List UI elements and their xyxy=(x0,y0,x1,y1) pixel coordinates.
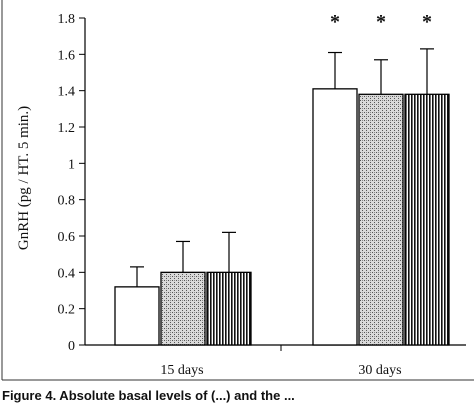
significance-asterisk: * xyxy=(330,11,340,33)
y-tick-label: 0.4 xyxy=(58,266,76,281)
y-tick-label: 1 xyxy=(68,157,75,172)
bar xyxy=(206,271,252,346)
y-axis-label: GnRH (pg / HT. 5 min.) xyxy=(16,106,32,250)
y-tick-label: 1.2 xyxy=(58,121,76,136)
y-tick-label: 1.6 xyxy=(58,48,76,63)
y-tick-label: 1.8 xyxy=(58,12,76,27)
y-tick-label: 0.2 xyxy=(58,303,76,318)
bar xyxy=(160,271,206,346)
bar xyxy=(358,93,404,346)
y-tick-label: 1.4 xyxy=(58,85,76,100)
y-tick-label: 0.8 xyxy=(58,194,76,209)
y-tick-label: 0 xyxy=(68,339,75,354)
significance-asterisk: * xyxy=(422,11,432,33)
figure-caption: Figure 4. Absolute basal levels of (...)… xyxy=(2,388,295,403)
x-category-label: 30 days xyxy=(358,363,401,378)
bar xyxy=(404,93,450,346)
significance-asterisk: * xyxy=(376,11,386,33)
x-category-label: 15 days xyxy=(160,363,203,378)
bar xyxy=(114,286,160,346)
y-tick-label: 0.6 xyxy=(58,230,76,245)
bar xyxy=(312,88,358,346)
